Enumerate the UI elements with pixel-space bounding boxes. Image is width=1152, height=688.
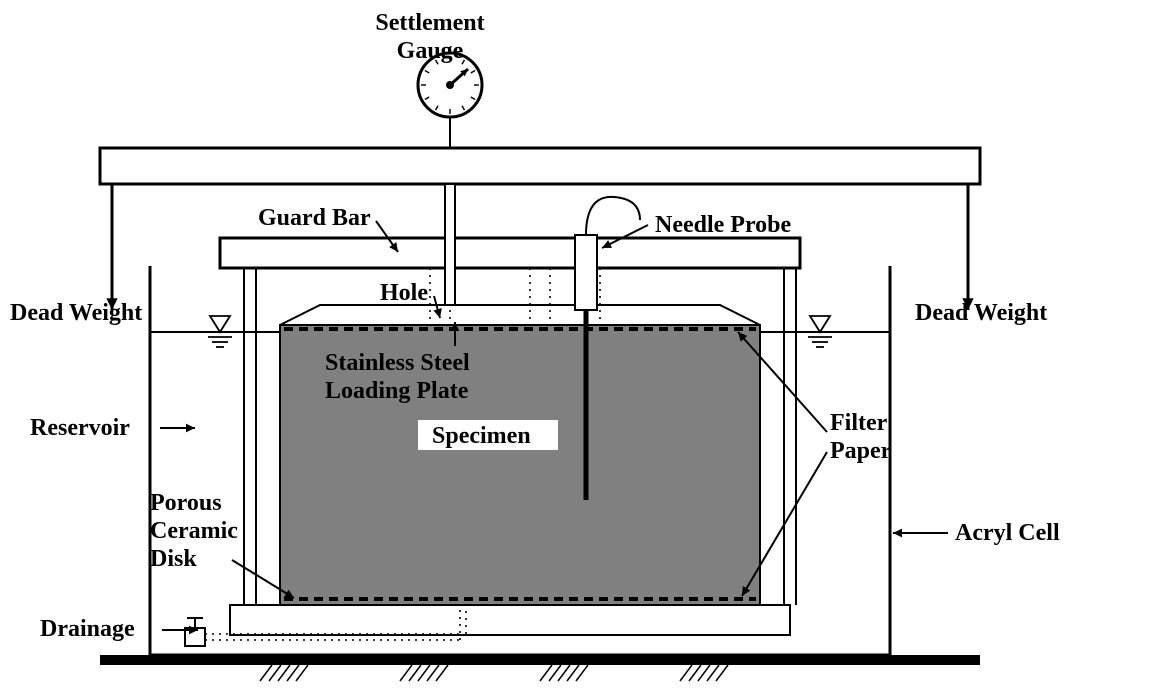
filter-paper-label: Filter <box>830 410 888 436</box>
hole-label: Hole <box>380 280 428 306</box>
loading-plate-label: Loading Plate <box>325 378 469 404</box>
loading-plate <box>280 305 760 325</box>
needle-probe-label: Needle Probe <box>655 212 792 238</box>
dead-weight-right-label: Dead Weight <box>915 300 1047 326</box>
loading-plate-label: Stainless Steel <box>325 350 470 376</box>
apparatus-diagram: SettlementGauge Guard Bar Needle Probe Dead… <box>0 0 1152 688</box>
acryl-cell-label: Acryl Cell <box>955 520 1060 546</box>
settlement-label: Gauge <box>397 38 464 64</box>
reservoir-label: Reservoir <box>30 415 130 441</box>
filter-paper-label: Paper <box>830 438 892 464</box>
porous-disk-label: Disk <box>150 546 197 572</box>
guard-bar-label: Guard Bar <box>258 205 371 231</box>
specimen-label: Specimen <box>432 423 531 449</box>
settlement-label: Settlement <box>375 10 484 36</box>
probe-cable <box>586 197 640 235</box>
guard-bar <box>220 238 800 268</box>
loading-stem <box>445 184 455 305</box>
drainage-label: Drainage <box>40 616 135 642</box>
needle-probe-body <box>575 235 597 310</box>
dead-weight-left-label: Dead Weight <box>10 300 142 326</box>
pedestal <box>230 605 790 635</box>
porous-disk-label: Porous <box>150 490 222 516</box>
crossbar <box>100 148 980 184</box>
porous-disk-label: Ceramic <box>150 518 238 544</box>
